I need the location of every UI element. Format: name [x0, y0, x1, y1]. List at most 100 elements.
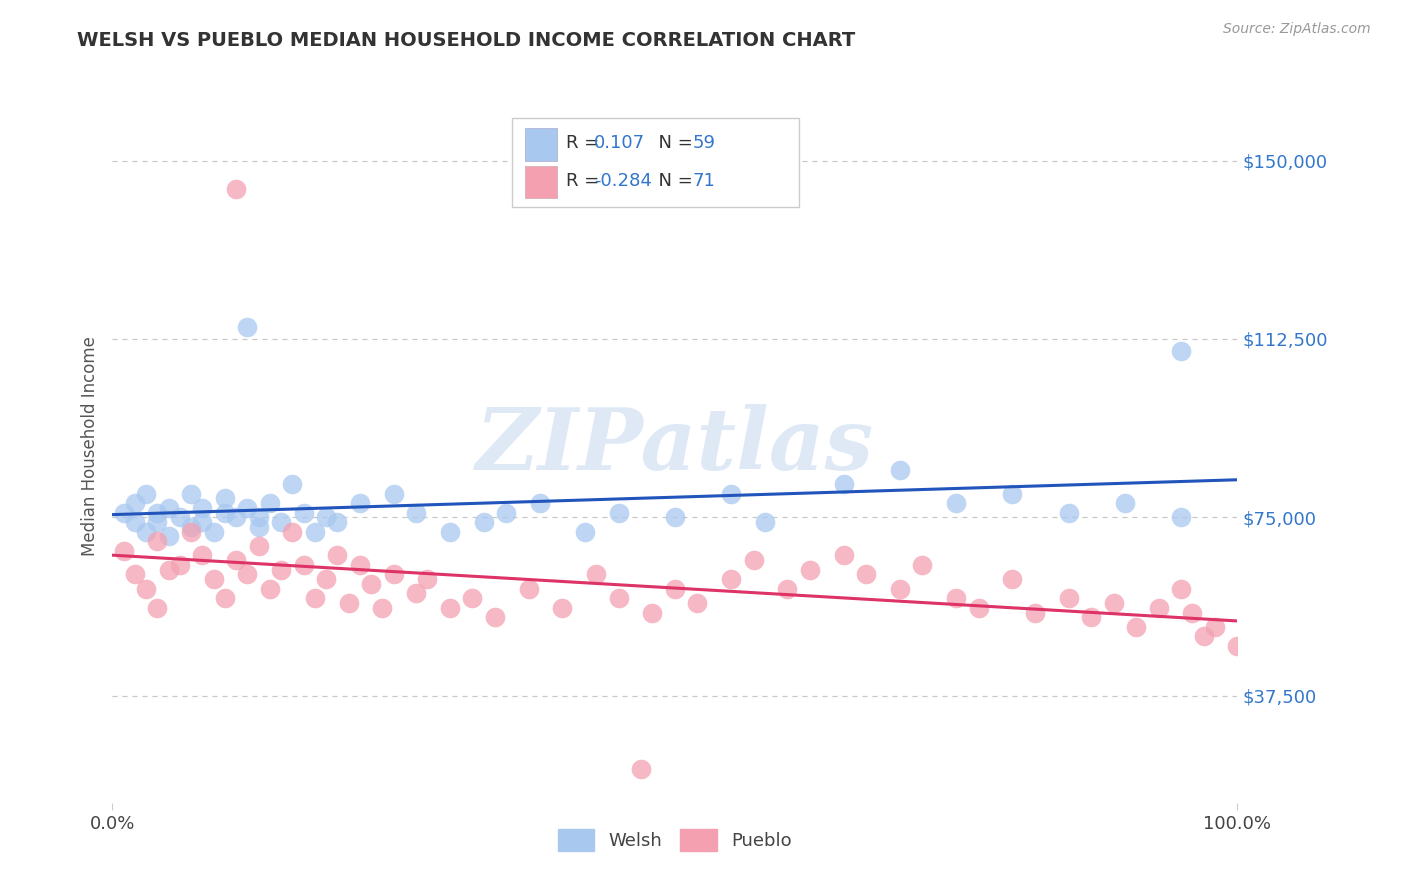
Point	[135, 524, 157, 539]
Point	[776, 582, 799, 596]
Point	[1204, 620, 1226, 634]
Point	[889, 582, 911, 596]
Point	[607, 591, 630, 606]
FancyBboxPatch shape	[526, 128, 557, 161]
Point	[686, 596, 709, 610]
Point	[146, 600, 169, 615]
Point	[911, 558, 934, 572]
Point	[214, 491, 236, 506]
Point	[124, 515, 146, 529]
Text: 71: 71	[693, 171, 716, 189]
Point	[124, 496, 146, 510]
Point	[259, 496, 281, 510]
Point	[1226, 639, 1249, 653]
Point	[799, 563, 821, 577]
Point	[191, 549, 214, 563]
Text: Source: ZipAtlas.com: Source: ZipAtlas.com	[1223, 22, 1371, 37]
Point	[1170, 343, 1192, 358]
Point	[382, 486, 405, 500]
Point	[382, 567, 405, 582]
Point	[292, 506, 315, 520]
Point	[630, 763, 652, 777]
Text: ZIPatlas: ZIPatlas	[475, 404, 875, 488]
Point	[124, 567, 146, 582]
Point	[169, 510, 191, 524]
Point	[337, 596, 360, 610]
Point	[1125, 620, 1147, 634]
FancyBboxPatch shape	[526, 166, 557, 198]
Point	[315, 510, 337, 524]
Text: WELSH VS PUEBLO MEDIAN HOUSEHOLD INCOME CORRELATION CHART: WELSH VS PUEBLO MEDIAN HOUSEHOLD INCOME …	[77, 31, 856, 50]
Point	[889, 463, 911, 477]
Point	[146, 506, 169, 520]
Point	[157, 500, 180, 515]
Point	[292, 558, 315, 572]
Point	[326, 549, 349, 563]
Point	[236, 500, 259, 515]
Point	[349, 558, 371, 572]
Point	[157, 563, 180, 577]
FancyBboxPatch shape	[512, 118, 799, 207]
Point	[832, 549, 855, 563]
Point	[1147, 600, 1170, 615]
Point	[225, 182, 247, 196]
Point	[439, 600, 461, 615]
Point	[641, 606, 664, 620]
Point	[1057, 591, 1080, 606]
Point	[517, 582, 540, 596]
Point	[1114, 496, 1136, 510]
Point	[416, 572, 439, 586]
Point	[1170, 510, 1192, 524]
Point	[191, 515, 214, 529]
Point	[1001, 572, 1024, 586]
Text: R =: R =	[565, 171, 605, 189]
Point	[664, 582, 686, 596]
Point	[135, 582, 157, 596]
Point	[236, 320, 259, 334]
Point	[1102, 596, 1125, 610]
Point	[304, 524, 326, 539]
Text: R =: R =	[565, 135, 605, 153]
Point	[202, 524, 225, 539]
Point	[180, 486, 202, 500]
Point	[585, 567, 607, 582]
Point	[1057, 506, 1080, 520]
Point	[1080, 610, 1102, 624]
Y-axis label: Median Household Income: Median Household Income	[80, 336, 98, 556]
Point	[754, 515, 776, 529]
Point	[281, 477, 304, 491]
Point	[236, 567, 259, 582]
Point	[180, 520, 202, 534]
Point	[551, 600, 574, 615]
Point	[112, 543, 135, 558]
Point	[247, 539, 270, 553]
Point	[169, 558, 191, 572]
Point	[259, 582, 281, 596]
Point	[281, 524, 304, 539]
Point	[945, 496, 967, 510]
Point	[574, 524, 596, 539]
Point	[1170, 582, 1192, 596]
Point	[945, 591, 967, 606]
Point	[1024, 606, 1046, 620]
Text: -0.284: -0.284	[593, 171, 652, 189]
Point	[472, 515, 495, 529]
Point	[461, 591, 484, 606]
Point	[326, 515, 349, 529]
Point	[157, 529, 180, 543]
Point	[529, 496, 551, 510]
Point	[304, 591, 326, 606]
Point	[202, 572, 225, 586]
Point	[405, 586, 427, 600]
Point	[720, 486, 742, 500]
Point	[225, 553, 247, 567]
Point	[247, 520, 270, 534]
Point	[349, 496, 371, 510]
Point	[1192, 629, 1215, 643]
Point	[214, 591, 236, 606]
Point	[371, 600, 394, 615]
Text: 0.107: 0.107	[593, 135, 645, 153]
Point	[967, 600, 990, 615]
Text: 59: 59	[693, 135, 716, 153]
Point	[1181, 606, 1204, 620]
